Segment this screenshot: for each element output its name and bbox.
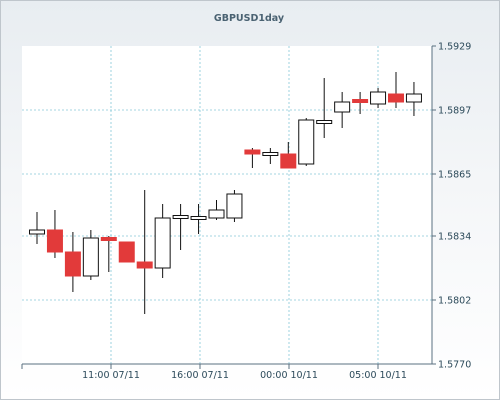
x-tick-label: 16:00 07/11 bbox=[171, 370, 229, 381]
candle bbox=[334, 92, 351, 128]
candle bbox=[190, 204, 207, 234]
candle bbox=[405, 82, 422, 116]
candle bbox=[370, 88, 387, 108]
x-tick-label: 05:00 10/11 bbox=[349, 370, 407, 381]
candle-body bbox=[244, 149, 261, 155]
x-axis-labels: 11:00 07/11 16:00 07/11 00:00 10/11 05:00 1… bbox=[82, 370, 407, 381]
y-tick-label: 1.5865 bbox=[438, 170, 471, 181]
x-tick-label: 11:00 07/11 bbox=[82, 370, 140, 381]
candle bbox=[352, 92, 369, 114]
candle-body bbox=[370, 91, 387, 105]
candle-body bbox=[316, 120, 333, 124]
candle bbox=[100, 236, 117, 272]
candle-body bbox=[280, 153, 297, 169]
candle-body bbox=[262, 152, 279, 156]
candle-body bbox=[136, 261, 153, 269]
candle-body bbox=[172, 215, 189, 219]
candle bbox=[280, 142, 297, 169]
chart-title: GBPUSD1day bbox=[214, 13, 285, 24]
candle-body bbox=[29, 229, 45, 235]
candle bbox=[172, 204, 189, 250]
x-tick-label: 00:00 10/11 bbox=[260, 370, 318, 381]
candle-body bbox=[190, 216, 207, 220]
candle-body bbox=[46, 229, 63, 253]
y-tick-label: 1.5834 bbox=[438, 232, 471, 243]
candle bbox=[46, 210, 63, 258]
candle bbox=[298, 118, 315, 166]
y-tick-label: 1.5802 bbox=[438, 296, 471, 307]
candle-body bbox=[208, 209, 225, 219]
candle bbox=[208, 200, 225, 220]
candle-body bbox=[100, 237, 117, 241]
candle-body bbox=[405, 93, 422, 103]
candle bbox=[64, 232, 81, 292]
candle-body bbox=[64, 251, 81, 277]
candle bbox=[29, 212, 45, 244]
candle-body bbox=[118, 241, 135, 263]
candle bbox=[82, 230, 99, 280]
candle bbox=[388, 72, 404, 108]
candle-body bbox=[82, 237, 99, 277]
candle bbox=[118, 241, 135, 263]
candle bbox=[136, 190, 153, 314]
candle-body bbox=[226, 193, 243, 219]
y-tick-label: 1.5897 bbox=[438, 106, 471, 117]
y-axis-labels: 1.5929 1.5897 1.5865 1.5834 1.5802 1.5770 bbox=[438, 42, 471, 371]
candle bbox=[262, 148, 279, 164]
axes bbox=[21, 45, 436, 369]
candle-body bbox=[388, 93, 404, 103]
candle-body bbox=[154, 217, 171, 269]
candle bbox=[154, 204, 171, 278]
candles bbox=[29, 72, 422, 314]
candle bbox=[226, 190, 243, 222]
y-tick-label: 1.5770 bbox=[438, 360, 471, 371]
candle-body bbox=[334, 101, 351, 113]
candle-body bbox=[298, 119, 315, 165]
candle-body bbox=[352, 99, 369, 103]
candle bbox=[244, 148, 261, 168]
grid-lines bbox=[22, 46, 432, 364]
candle bbox=[316, 78, 333, 138]
y-tick-label: 1.5929 bbox=[438, 42, 471, 53]
